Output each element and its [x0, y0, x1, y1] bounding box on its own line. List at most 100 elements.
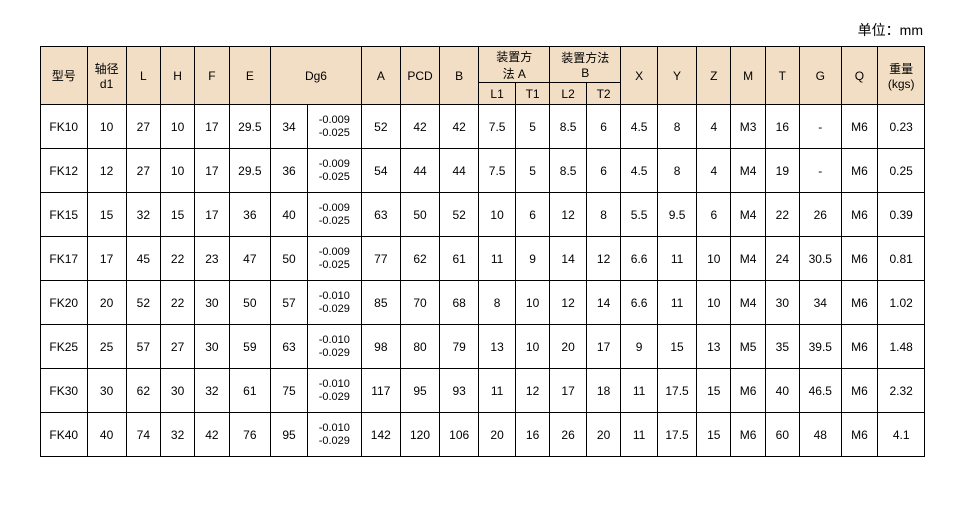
cell-Y: 8	[657, 105, 696, 149]
cell-d1: 25	[87, 325, 126, 369]
th-Q: Q	[841, 47, 878, 105]
cell-Q: M6	[841, 413, 878, 457]
cell-H: 22	[160, 281, 194, 325]
cell-Q: M6	[841, 325, 878, 369]
cell-X: 9	[621, 325, 658, 369]
tol-upper: -0.009	[308, 202, 361, 214]
cell-A: 63	[361, 193, 400, 237]
th-PCD: PCD	[400, 47, 439, 105]
cell-E: 29.5	[229, 149, 271, 193]
cell-Dg: 40	[271, 193, 308, 237]
cell-Dg: 75	[271, 369, 308, 413]
cell-A: 85	[361, 281, 400, 325]
cell-d1: 12	[87, 149, 126, 193]
cell-T: 19	[765, 149, 799, 193]
cell-F: 23	[195, 237, 229, 281]
cell-Y: 11	[657, 237, 696, 281]
cell-M: M5	[731, 325, 765, 369]
th-G: G	[799, 47, 841, 105]
cell-Wt: 2.32	[878, 369, 925, 413]
cell-Dg: 57	[271, 281, 308, 325]
cell-L2: 20	[550, 325, 587, 369]
cell-PCD: 70	[400, 281, 439, 325]
th-Y: Y	[657, 47, 696, 105]
cell-X: 6.6	[621, 281, 658, 325]
cell-H: 32	[160, 413, 194, 457]
cell-G: 46.5	[799, 369, 841, 413]
cell-E: 36	[229, 193, 271, 237]
cell-Q: M6	[841, 193, 878, 237]
cell-L: 32	[126, 193, 160, 237]
cell-Dg: 34	[271, 105, 308, 149]
cell-_tol: -0.009-0.025	[307, 105, 361, 149]
cell-F: 30	[195, 281, 229, 325]
cell-Z: 10	[697, 281, 731, 325]
table-row: FK15153215173640-0.009-0.025635052106128…	[41, 193, 925, 237]
table-container: 单位：mm 型号 轴径d1 L H F E Dg6 A PCD B 装置方法 A…	[40, 20, 925, 457]
cell-L: 27	[126, 105, 160, 149]
cell-d1: 40	[87, 413, 126, 457]
th-T1: T1	[515, 83, 549, 105]
cell-M: M6	[731, 369, 765, 413]
cell-d1: 15	[87, 193, 126, 237]
cell-Z: 15	[697, 413, 731, 457]
th-M: M	[731, 47, 765, 105]
cell-H: 30	[160, 369, 194, 413]
tol-upper: -0.010	[308, 378, 361, 390]
cell-Q: M6	[841, 237, 878, 281]
cell-PCD: 95	[400, 369, 439, 413]
cell-Z: 4	[697, 149, 731, 193]
tol-upper: -0.009	[308, 114, 361, 126]
tol-lower: -0.025	[308, 215, 361, 227]
cell-_tol: -0.009-0.025	[307, 149, 361, 193]
cell-PCD: 42	[400, 105, 439, 149]
cell-L: 57	[126, 325, 160, 369]
cell-Wt: 0.81	[878, 237, 925, 281]
cell-T1: 10	[515, 325, 549, 369]
cell-T2: 6	[586, 149, 620, 193]
cell-T1: 9	[515, 237, 549, 281]
cell-H: 10	[160, 105, 194, 149]
cell-model: FK10	[41, 105, 88, 149]
cell-_tol: -0.010-0.029	[307, 281, 361, 325]
th-H: H	[160, 47, 194, 105]
cell-X: 11	[621, 369, 658, 413]
cell-H: 22	[160, 237, 194, 281]
tol-upper: -0.010	[308, 334, 361, 346]
cell-A: 54	[361, 149, 400, 193]
cell-T1: 5	[515, 105, 549, 149]
cell-G: 34	[799, 281, 841, 325]
tol-upper: -0.009	[308, 158, 361, 170]
cell-G: 30.5	[799, 237, 841, 281]
th-B: B	[440, 47, 479, 105]
cell-B: 52	[440, 193, 479, 237]
th-L2: L2	[550, 83, 587, 105]
cell-PCD: 120	[400, 413, 439, 457]
cell-L: 45	[126, 237, 160, 281]
cell-Y: 11	[657, 281, 696, 325]
cell-T: 16	[765, 105, 799, 149]
cell-M: M4	[731, 149, 765, 193]
th-d1: 轴径d1	[87, 47, 126, 105]
cell-E: 29.5	[229, 105, 271, 149]
cell-M: M4	[731, 237, 765, 281]
cell-X: 4.5	[621, 149, 658, 193]
cell-_tol: -0.010-0.029	[307, 325, 361, 369]
cell-PCD: 50	[400, 193, 439, 237]
cell-F: 32	[195, 369, 229, 413]
cell-L2: 17	[550, 369, 587, 413]
cell-model: FK12	[41, 149, 88, 193]
cell-F: 17	[195, 105, 229, 149]
cell-L1: 10	[479, 193, 516, 237]
table-row: FK20205222305057-0.010-0.029857068810121…	[41, 281, 925, 325]
tol-upper: -0.010	[308, 422, 361, 434]
cell-T1: 12	[515, 369, 549, 413]
cell-Wt: 4.1	[878, 413, 925, 457]
cell-A: 98	[361, 325, 400, 369]
cell-H: 27	[160, 325, 194, 369]
cell-F: 17	[195, 149, 229, 193]
cell-Y: 17.5	[657, 413, 696, 457]
th-E: E	[229, 47, 271, 105]
cell-B: 42	[440, 105, 479, 149]
th-L1: L1	[479, 83, 516, 105]
